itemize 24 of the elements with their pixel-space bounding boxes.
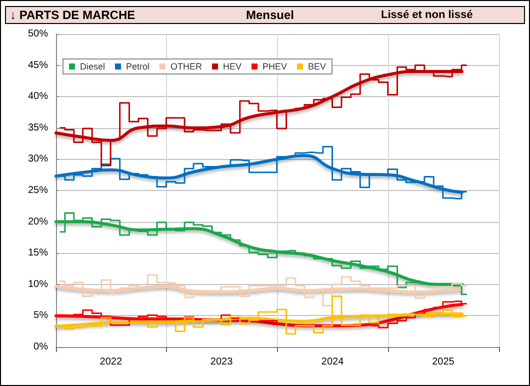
x-tick-label: 2023 (210, 356, 234, 368)
legend-label: HEV (223, 62, 242, 72)
y-tick-label: 40% (28, 91, 48, 102)
y-tick-label: 35% (28, 122, 48, 134)
text: Lissé et non lissé (381, 9, 473, 21)
legend-label: Diesel (80, 62, 106, 72)
y-tick-label: 45% (28, 60, 48, 71)
legend-label: Petrol (126, 62, 150, 72)
y-tick-label: 15% (28, 248, 48, 259)
chart-subtitle: Mensuel (246, 8, 294, 22)
x-tick-label: 2024 (321, 356, 344, 368)
y-tick-label: 30% (28, 154, 48, 165)
x-tick-label: 2022 (100, 356, 122, 368)
y-tick-label: 5% (34, 310, 48, 322)
y-tick-label: 25% (28, 185, 48, 196)
legend-label: PHEV (262, 62, 288, 72)
legend-label: OTHER (170, 62, 203, 72)
y-tick-label: 50% (28, 28, 48, 40)
chart-title: ↓ PARTS DE MARCHE (10, 8, 136, 22)
y-tick-label: 20% (28, 216, 48, 228)
legend-label: BEV (308, 62, 326, 72)
x-tick-label: 2025 (432, 356, 455, 368)
y-tick-label: 10% (28, 278, 48, 290)
y-tick-label: 0% (34, 342, 48, 352)
